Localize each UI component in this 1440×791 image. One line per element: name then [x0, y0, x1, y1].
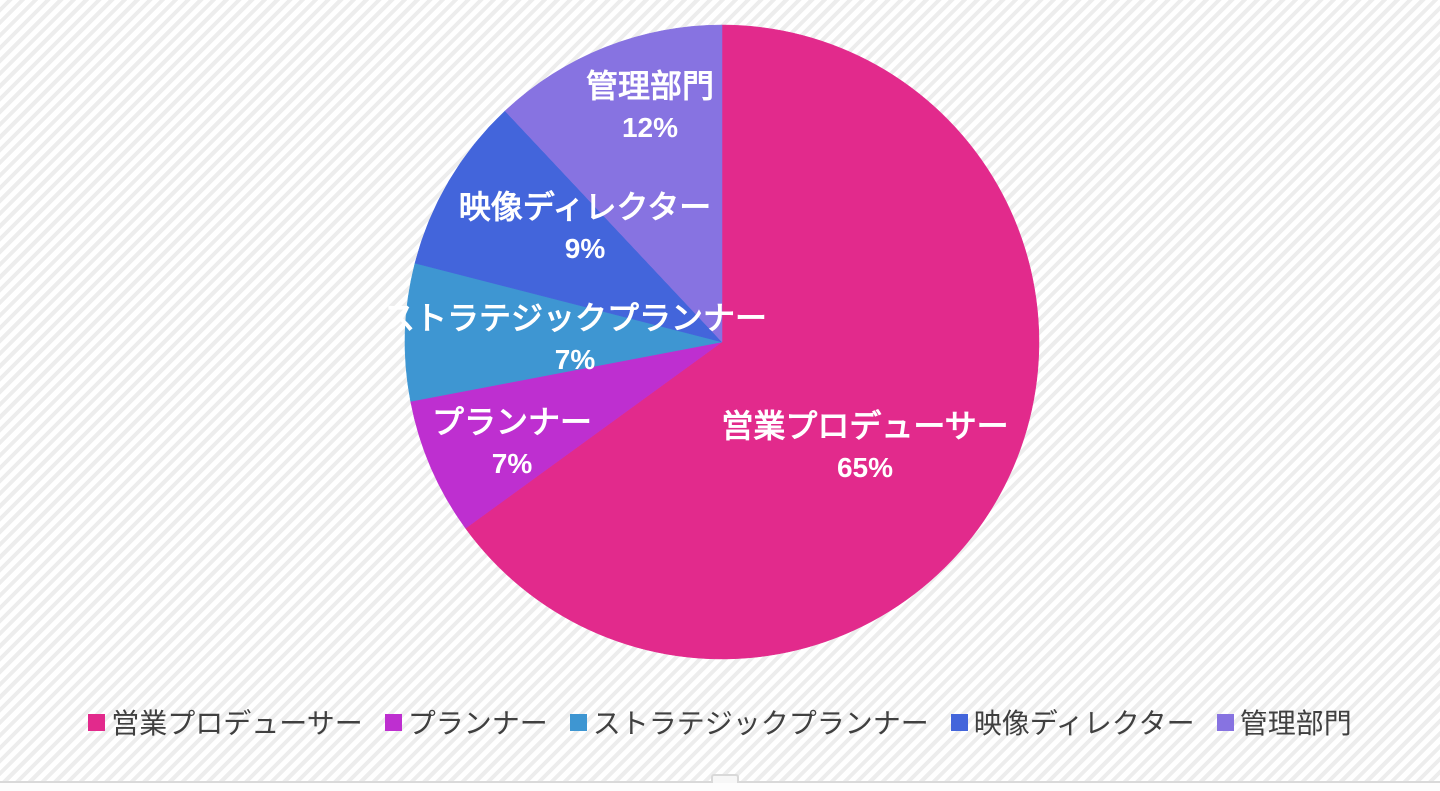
legend-item-4[interactable]: 管理部門: [1216, 702, 1352, 742]
legend-swatch-icon: [1216, 713, 1234, 731]
area-below-divider: [0, 783, 1440, 791]
pie-slice-2[interactable]: [404, 262, 723, 402]
pie-slice-3[interactable]: [414, 110, 723, 343]
pie-slice-4[interactable]: [504, 24, 723, 343]
legend-item-3[interactable]: 映像ディレクター: [950, 702, 1195, 742]
splitter-collapse-handle[interactable]: [711, 774, 739, 784]
legend-swatch-icon: [950, 713, 968, 731]
pie-slice-0[interactable]: [465, 24, 1040, 660]
legend-label: ストラテジックプランナー: [592, 708, 929, 739]
legend-swatch-icon: [88, 713, 106, 731]
pie-slice-1[interactable]: [410, 341, 723, 529]
chart-legend: 営業プロデューサー プランナー ストラテジックプランナー 映像ディレクター 管理部門: [0, 698, 1440, 746]
legend-item-2[interactable]: ストラテジックプランナー: [569, 702, 929, 742]
legend-label: 映像ディレクター: [973, 708, 1195, 739]
legend-item-1[interactable]: プランナー: [384, 702, 548, 742]
legend-swatch-icon: [569, 713, 587, 731]
legend-label: プランナー: [407, 708, 548, 739]
legend-swatch-icon: [384, 713, 402, 731]
legend-item-0[interactable]: 営業プロデューサー: [88, 702, 363, 742]
legend-label: 営業プロデューサー: [111, 708, 363, 739]
legend-label: 管理部門: [1239, 708, 1352, 739]
